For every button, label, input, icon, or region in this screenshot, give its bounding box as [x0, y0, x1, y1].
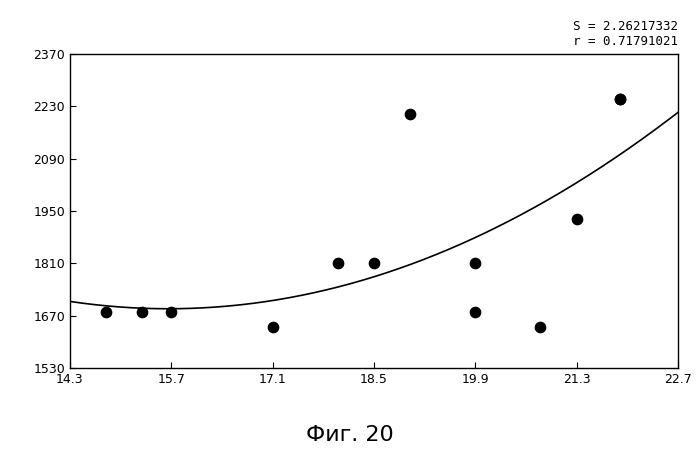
Point: [332, 260, 343, 267]
Point: [405, 110, 416, 117]
Point: [368, 260, 380, 267]
Point: [267, 323, 278, 330]
Point: [614, 95, 626, 102]
Point: [101, 308, 112, 316]
Text: S = 2.26217332
r = 0.71791021: S = 2.26217332 r = 0.71791021: [573, 20, 678, 48]
Point: [535, 323, 546, 330]
Point: [614, 95, 626, 102]
Point: [470, 308, 481, 316]
Point: [166, 308, 177, 316]
Text: Фиг. 20: Фиг. 20: [305, 424, 394, 445]
Point: [137, 308, 148, 316]
Point: [470, 260, 481, 267]
Point: [571, 215, 582, 222]
